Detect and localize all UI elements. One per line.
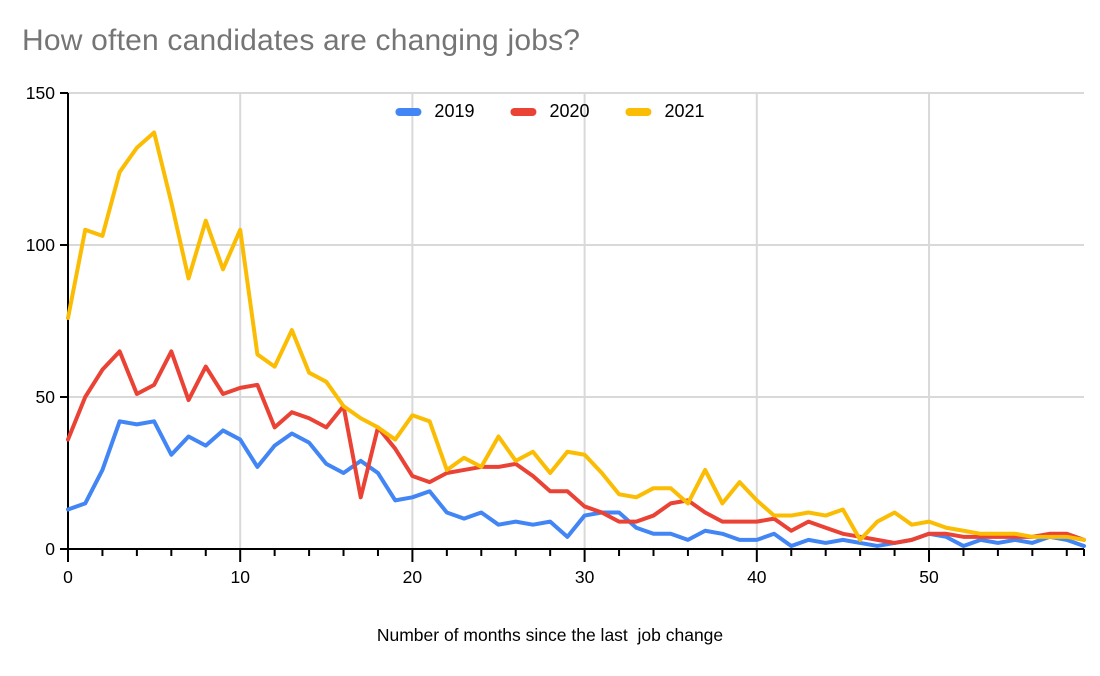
svg-text:10: 10	[230, 567, 250, 587]
chart-title: How often candidates are changing jobs?	[22, 24, 581, 57]
svg-text:40: 40	[747, 567, 767, 587]
legend-swatch-2020	[510, 107, 537, 116]
svg-text:0: 0	[63, 567, 73, 587]
svg-text:50: 50	[919, 567, 939, 587]
svg-text:150: 150	[26, 83, 55, 103]
legend-swatch-2021	[625, 107, 652, 116]
legend-item-2021: 2021	[625, 101, 705, 122]
legend-label-2021: 2021	[664, 101, 705, 121]
legend-item-2020: 2020	[510, 101, 590, 122]
x-axis-title: Number of months since the last job chan…	[376, 625, 724, 645]
svg-text:20: 20	[403, 567, 423, 587]
y-axis-labels: 0 50 100 150	[26, 83, 55, 559]
series-2020-line	[66, 349, 1086, 545]
legend-label-2020: 2020	[549, 101, 590, 121]
svg-text:30: 30	[575, 567, 595, 587]
legend-swatch-2019	[395, 107, 422, 116]
svg-text:50: 50	[36, 387, 56, 407]
series-2021-line	[66, 130, 1086, 542]
legend: 2019 2020 2021	[395, 101, 705, 122]
axes	[67, 93, 1084, 559]
svg-text:100: 100	[26, 235, 55, 255]
series-2019-line	[66, 419, 1086, 548]
legend-item-2019: 2019	[395, 101, 474, 122]
svg-text:0: 0	[45, 539, 55, 559]
legend-label-2019: 2019	[434, 101, 475, 121]
x-axis-labels: 0 10 20 30 40 50	[63, 567, 939, 587]
axis-ticks	[60, 92, 1085, 562]
gridlines	[68, 92, 1084, 549]
